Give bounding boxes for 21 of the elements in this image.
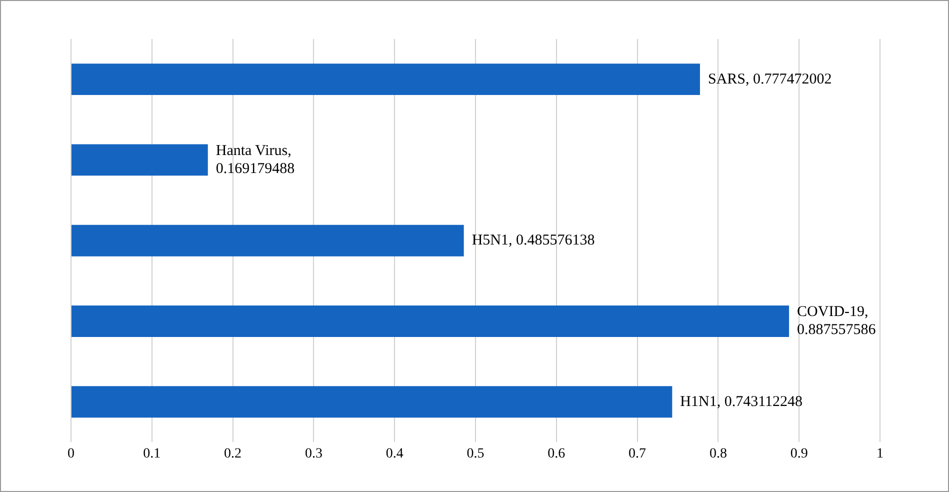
data-label: H5N1, 0.485576138 bbox=[472, 232, 595, 249]
bar bbox=[72, 386, 672, 418]
data-label: Hanta Virus, 0.169179488 bbox=[216, 142, 295, 177]
bar bbox=[72, 144, 208, 176]
x-tick-label: 0.7 bbox=[628, 446, 646, 462]
x-tick-label: 0.2 bbox=[224, 446, 242, 462]
bar bbox=[72, 224, 464, 256]
x-tick-label: 0 bbox=[68, 446, 74, 462]
x-tick-label: 0.1 bbox=[143, 446, 161, 462]
data-label: H1N1, 0.743112248 bbox=[680, 394, 803, 410]
x-tick-label: 1 bbox=[876, 446, 884, 462]
x-tick-label: 0.3 bbox=[304, 446, 322, 462]
x-tick-label: 0.9 bbox=[790, 446, 808, 462]
data-label: COVID-19, 0.887557586 bbox=[797, 304, 876, 338]
x-tick-label: 0.6 bbox=[548, 446, 566, 462]
data-label: SARS, 0.777472002 bbox=[708, 71, 832, 88]
x-tick-label: 0.8 bbox=[709, 446, 727, 462]
x-tick-label: 0.4 bbox=[386, 446, 404, 462]
x-tick-label: 0.5 bbox=[466, 446, 484, 462]
bar bbox=[72, 306, 790, 337]
bar bbox=[72, 64, 700, 96]
